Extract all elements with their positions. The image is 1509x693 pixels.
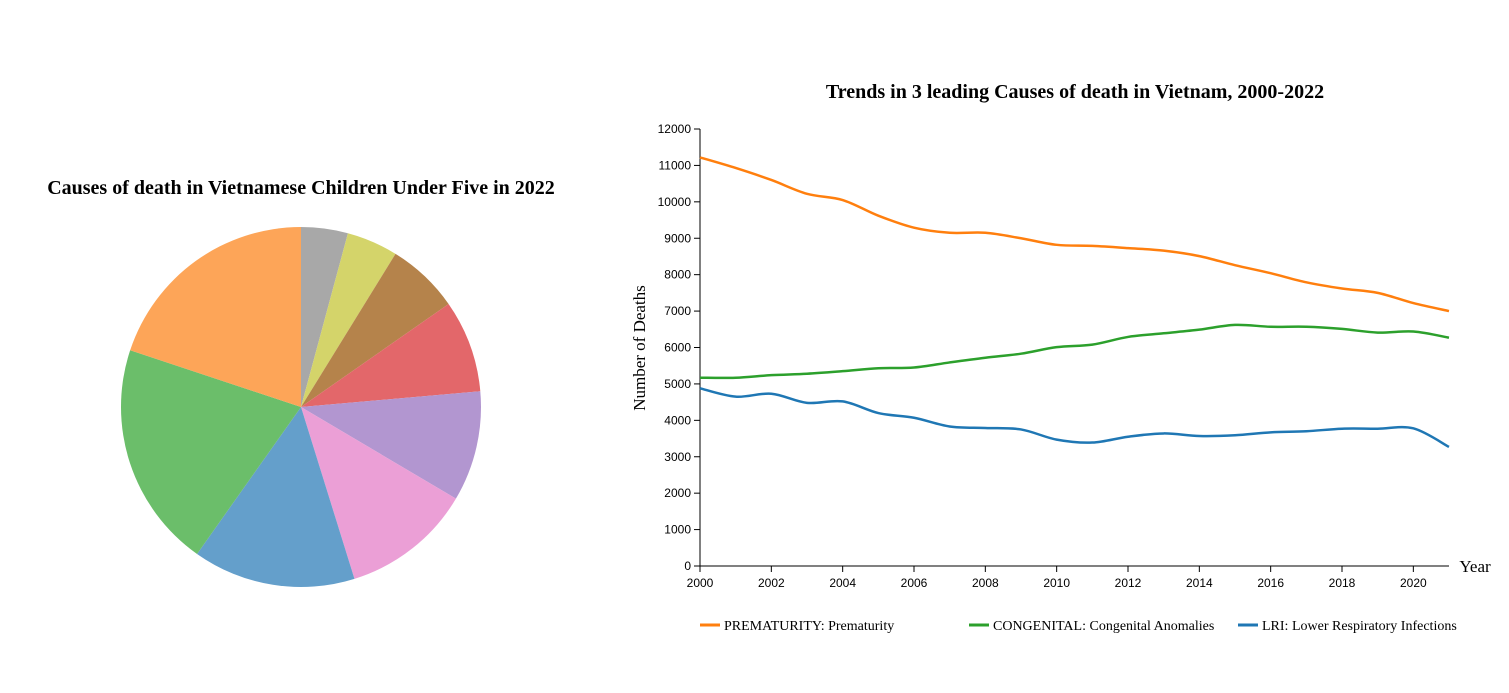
y-tick-label: 3000 <box>664 450 691 464</box>
legend: PREMATURITY: Prematurity CONGENITAL: Cong… <box>700 619 1457 634</box>
legend-item-2: CONGENITAL: Congenital Anomalies <box>969 619 1214 634</box>
pie-chart: Causes of death in Vietnamese Children U… <box>47 177 555 588</box>
pie-slice-5 <box>301 391 481 499</box>
x-tick-label: 2002 <box>758 576 785 590</box>
pie-slice-6 <box>301 407 456 579</box>
pie-chart-title: Causes of death in Vietnamese Children U… <box>47 177 555 199</box>
x-tick-label: 2006 <box>901 576 928 590</box>
x-tick-label: 2004 <box>829 576 856 590</box>
x-axis-title: Year <box>1459 557 1491 576</box>
series-lines <box>699 156 1450 449</box>
x-tick-label: 2016 <box>1257 576 1284 590</box>
x-tick-label: 2018 <box>1329 576 1356 590</box>
y-tick-label: 6000 <box>664 341 691 355</box>
x-axis: 2000 2002 2004 2006 2008 2010 2012 2014 2016 2018… <box>687 565 1449 590</box>
y-tick-label: 1000 <box>664 523 691 537</box>
series-line-3 <box>699 387 1450 449</box>
x-tick-label: 2008 <box>972 576 999 590</box>
series-line-2 <box>699 323 1450 380</box>
y-tick-label: 4000 <box>664 413 691 427</box>
pie-slice-4 <box>301 303 481 407</box>
y-tick-label: 9000 <box>664 231 691 245</box>
pie-slice-8 <box>120 350 302 554</box>
pie-slice-3 <box>301 253 449 407</box>
legend-label: LRI: Lower Respiratory Infections <box>1262 619 1457 634</box>
legend-label: PREMATURITY: Prematurity <box>724 619 894 634</box>
legend-item-3: LRI: Lower Respiratory Infections <box>1238 619 1457 634</box>
y-tick-label: 5000 <box>664 377 691 391</box>
pie-slice-2 <box>301 233 396 407</box>
y-tick-label: 7000 <box>664 304 691 318</box>
pie-slice-7 <box>197 407 355 588</box>
series-line-1 <box>699 156 1450 313</box>
pie-slice-1 <box>301 227 348 407</box>
x-tick-label: 2000 <box>687 576 714 590</box>
y-tick-label: 8000 <box>664 268 691 282</box>
pie-slice-9 <box>130 227 301 407</box>
line-chart: Trends in 3 leading Causes of death in V… <box>630 81 1491 634</box>
y-axis-title: Number of Deaths <box>630 285 649 411</box>
y-axis: 0 1000 2000 3000 4000 5000 6000 7000 8000 9000 100… <box>658 122 701 573</box>
x-tick-label: 2020 <box>1400 576 1427 590</box>
y-tick-label: 11000 <box>659 158 692 172</box>
y-tick-label: 0 <box>684 559 691 573</box>
x-tick-label: 2010 <box>1043 576 1070 590</box>
legend-item-1: PREMATURITY: Prematurity <box>700 619 894 634</box>
x-tick-label: 2014 <box>1186 576 1213 590</box>
y-tick-label: 10000 <box>658 195 692 209</box>
y-tick-label: 12000 <box>658 122 692 136</box>
pie-slices <box>120 227 481 588</box>
legend-label: CONGENITAL: Congenital Anomalies <box>993 619 1214 634</box>
x-tick-label: 2012 <box>1115 576 1142 590</box>
line-chart-title: Trends in 3 leading Causes of death in V… <box>826 81 1324 103</box>
y-tick-label: 2000 <box>664 486 691 500</box>
